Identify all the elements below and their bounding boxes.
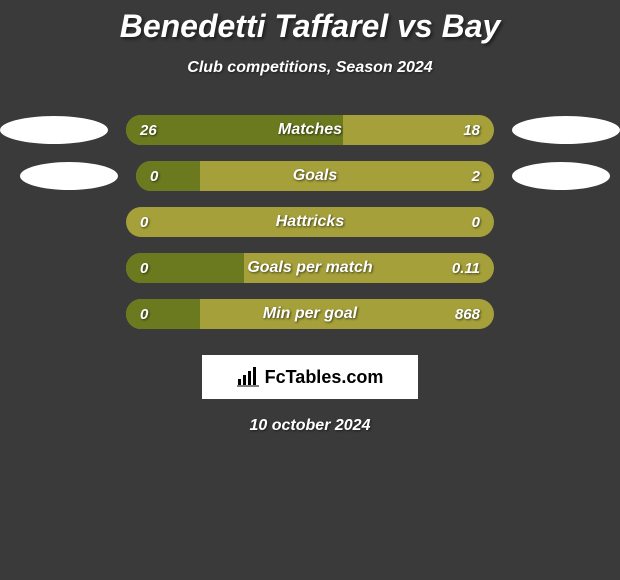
stat-label: Min per goal	[126, 305, 494, 323]
stat-right-value: 868	[455, 306, 480, 323]
stat-row-gpm: 0 Goals per match 0.11	[0, 245, 620, 291]
stat-row-mpg: 0 Min per goal 868	[0, 291, 620, 337]
stat-label: Matches	[126, 121, 494, 139]
logo-text: FcTables.com	[265, 367, 384, 388]
stat-row-goals: 0 Goals 2	[0, 153, 620, 199]
stat-right-value: 0.11	[452, 260, 480, 277]
bar-matches: 26 Matches 18	[126, 115, 494, 145]
page-title: Benedetti Taffarel vs Bay	[0, 0, 620, 45]
bar-hattricks: 0 Hattricks 0	[126, 207, 494, 237]
bar-mpg: 0 Min per goal 868	[126, 299, 494, 329]
player-right-ellipse	[512, 162, 610, 190]
stat-row-hattricks: 0 Hattricks 0	[0, 199, 620, 245]
player-right-ellipse	[512, 116, 620, 144]
player-left-ellipse	[0, 116, 108, 144]
stat-right-value: 2	[472, 168, 480, 185]
stat-label: Goals	[136, 167, 494, 185]
date-label: 10 october 2024	[0, 417, 620, 435]
bar-goals: 0 Goals 2	[136, 161, 494, 191]
player-left-ellipse	[20, 162, 118, 190]
logo-box: FcTables.com	[202, 355, 418, 399]
stat-right-value: 18	[463, 122, 480, 139]
comparison-chart: 26 Matches 18 0 Goals 2 0 Hattricks 0	[0, 107, 620, 337]
stat-label: Goals per match	[126, 259, 494, 277]
subtitle: Club competitions, Season 2024	[0, 59, 620, 77]
bar-chart-icon	[237, 367, 259, 387]
bar-gpm: 0 Goals per match 0.11	[126, 253, 494, 283]
stat-right-value: 0	[472, 214, 480, 231]
stat-label: Hattricks	[126, 213, 494, 231]
stat-row-matches: 26 Matches 18	[0, 107, 620, 153]
